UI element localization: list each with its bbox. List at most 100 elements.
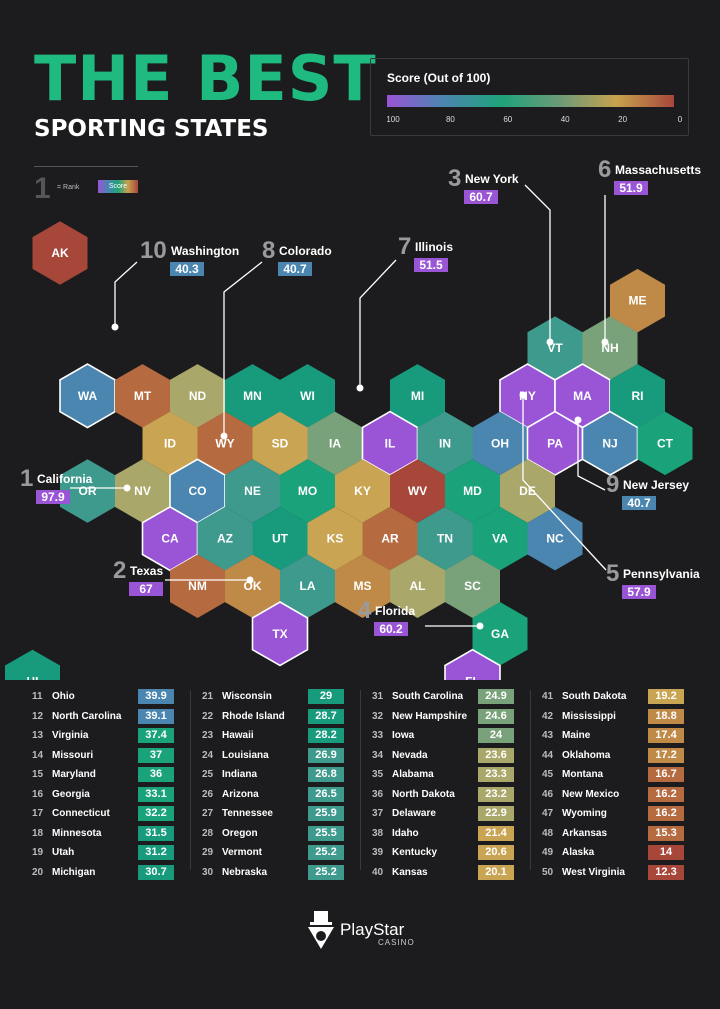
row-score: 24.6 — [478, 708, 514, 724]
hex-in — [417, 411, 473, 476]
hex-label: ME — [629, 294, 647, 308]
row-state: Idaho — [392, 827, 419, 839]
callout-name: Colorado — [279, 244, 332, 258]
score-legend: Score (Out of 100) 100 80 60 40 20 0 — [370, 58, 689, 136]
hex-label: KS — [327, 532, 344, 546]
table-row: 49 Alaska 14 — [540, 844, 692, 864]
row-score: 16.7 — [648, 767, 684, 782]
row-rank: 20 — [32, 866, 44, 878]
callout-score: 40.7 — [627, 496, 651, 510]
hex-wi — [280, 364, 335, 428]
legend-title: Score (Out of 100) — [387, 71, 491, 85]
table-row: 17 Connecticut 32.2 — [30, 805, 182, 825]
callout-line — [359, 259, 397, 388]
callout-dot — [356, 384, 364, 392]
row-state: Arkansas — [562, 827, 608, 839]
table-row: 40 Kansas 20.1 — [370, 864, 522, 884]
hex-label: LA — [300, 579, 316, 593]
table-row: 46 New Mexico 16.2 — [540, 786, 692, 806]
row-score: 21.4 — [478, 825, 514, 841]
hex-label: CT — [657, 436, 674, 450]
table-row: 18 Minnesota 31.5 — [30, 825, 182, 845]
row-score: 22.9 — [478, 806, 514, 821]
hex-sc — [445, 554, 500, 618]
legend-tick-label: 80 — [445, 115, 455, 124]
callout-score-box — [129, 582, 163, 596]
callout-rank: 8 — [262, 237, 275, 264]
callout-score-box — [278, 262, 312, 276]
row-rank: 48 — [542, 827, 554, 839]
hex-va — [472, 506, 528, 571]
callout-dot — [519, 391, 527, 399]
table-row: 38 Idaho 21.4 — [370, 825, 522, 845]
callout-dot — [246, 576, 254, 584]
hex-ky — [335, 459, 390, 523]
hex-label: VA — [492, 532, 508, 546]
hex-label: ND — [189, 389, 207, 403]
hex-ms — [335, 554, 390, 618]
table-column: 21 Wisconsin 29 22 Rhode Island 28.7 23 Hawaii 2… — [200, 688, 352, 883]
row-rank: 12 — [32, 710, 44, 722]
row-state: Maine — [562, 730, 591, 741]
row-score: 37.4 — [138, 728, 174, 743]
callout-score: 51.9 — [619, 181, 643, 195]
row-score: 16.2 — [648, 806, 684, 821]
row-state: Hawaii — [222, 730, 254, 741]
row-score: 33.1 — [138, 786, 174, 802]
hex-oh — [472, 411, 528, 476]
hex-label: UT — [272, 532, 289, 546]
row-state: Arizona — [222, 788, 259, 800]
row-rank: 35 — [372, 769, 384, 780]
row-rank: 22 — [202, 710, 214, 722]
table-row: 13 Virginia 37.4 — [30, 727, 182, 747]
table-row: 47 Wyoming 16.2 — [540, 805, 692, 825]
callout-line — [223, 261, 263, 436]
table-divider — [360, 690, 361, 870]
callout-score-box — [374, 622, 408, 636]
ranked-table: 11 Ohio 39.9 12 North Carolina 39.1 13 Virginia… — [30, 688, 695, 880]
hex-label: TX — [272, 627, 287, 641]
row-rank: 38 — [372, 827, 384, 839]
row-rank: 19 — [32, 847, 44, 858]
hex-label: SD — [272, 436, 289, 450]
hex-label: WY — [215, 436, 234, 450]
callout-dot — [123, 484, 131, 492]
table-row: 43 Maine 17.4 — [540, 727, 692, 747]
row-state: Kentucky — [392, 847, 438, 858]
callout-score-box — [614, 181, 648, 195]
row-rank: 47 — [542, 808, 554, 819]
hex-id — [142, 411, 198, 476]
row-score: 14 — [648, 845, 684, 860]
hex-label: IL — [385, 436, 396, 450]
callout-score: 51.5 — [419, 258, 443, 272]
table-row: 32 New Hampshire 24.6 — [370, 708, 522, 728]
row-score: 16.2 — [648, 786, 684, 802]
hex-wy — [197, 411, 253, 476]
callout-rank: 10 — [140, 237, 167, 264]
hex-ks — [307, 506, 363, 571]
table-row: 20 Michigan 30.7 — [30, 864, 182, 884]
callout-rank: 9 — [606, 471, 619, 498]
row-state: South Dakota — [562, 691, 627, 702]
row-rank: 31 — [372, 691, 384, 702]
row-rank: 30 — [202, 866, 214, 878]
callout-line — [577, 420, 606, 491]
row-rank: 46 — [542, 788, 554, 800]
row-rank: 16 — [32, 788, 44, 800]
callout-rank: 7 — [398, 233, 411, 260]
legend-tick-label: 40 — [560, 115, 570, 124]
row-state: South Carolina — [392, 691, 464, 702]
row-score: 31.2 — [138, 845, 174, 860]
row-state: Indiana — [222, 769, 258, 780]
hex-label: SC — [464, 579, 481, 593]
hex-label: NE — [244, 484, 261, 498]
row-rank: 14 — [32, 749, 44, 761]
callout-name: Illinois — [415, 240, 453, 254]
hex-label: FL — [465, 674, 480, 680]
legend-segment — [387, 95, 445, 107]
row-score: 23.3 — [478, 767, 514, 782]
row-score: 19.2 — [648, 689, 684, 704]
callout-name: Florida — [375, 604, 415, 618]
row-rank: 15 — [32, 769, 44, 780]
